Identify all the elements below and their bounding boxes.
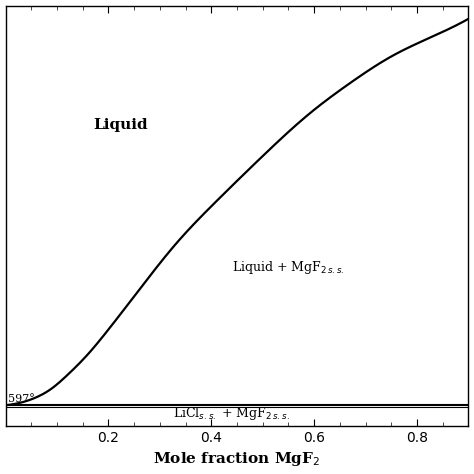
X-axis label: Mole fraction MgF$_2$: Mole fraction MgF$_2$ xyxy=(154,450,320,468)
Text: LiCl$_{s.s.}$ + MgF$_{2\,s.s.}$: LiCl$_{s.s.}$ + MgF$_{2\,s.s.}$ xyxy=(173,405,290,422)
Text: Liquid: Liquid xyxy=(93,118,147,133)
Text: Liquid + MgF$_{2\,s.s.}$: Liquid + MgF$_{2\,s.s.}$ xyxy=(232,259,345,276)
Text: 597°: 597° xyxy=(8,394,35,404)
